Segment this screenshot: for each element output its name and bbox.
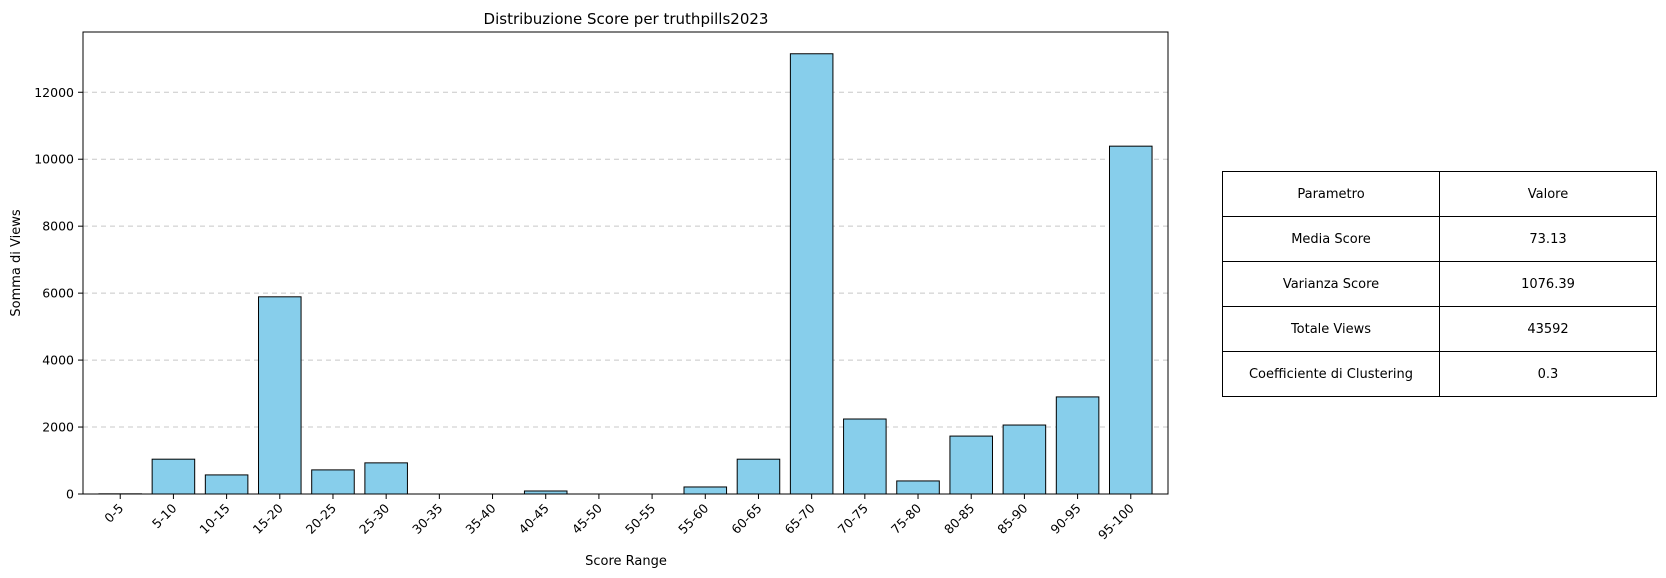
- y-tick-label: 6000: [42, 286, 74, 301]
- y-tick-label: 4000: [42, 353, 74, 368]
- bar: [1002, 424, 1047, 495]
- x-tick-label: 40-45: [516, 501, 552, 537]
- x-tick-label: 70-75: [835, 501, 871, 537]
- table-row: Media Score 73.13: [1222, 216, 1657, 262]
- chart-title: Distribuzione Score per truthpills2023: [484, 10, 769, 28]
- table-cell: 0.3: [1439, 351, 1657, 397]
- x-tick-label: 85-90: [994, 500, 1030, 536]
- bar: [683, 486, 728, 495]
- x-tick-label: 15-20: [250, 500, 286, 536]
- x-tick-label: 90-95: [1047, 501, 1083, 537]
- table-cell: Media Score: [1222, 216, 1440, 262]
- table-cell: 43592: [1439, 306, 1657, 352]
- gridlines: [83, 91, 1168, 428]
- table-cell: 73.13: [1439, 216, 1657, 262]
- bar: [949, 435, 993, 495]
- stats-table: Parametro Valore Media Score 73.13 Varia…: [1222, 171, 1657, 397]
- x-axis-label: Score Range: [585, 554, 667, 569]
- x-tick-label: 0-5: [101, 501, 126, 526]
- bar: [1055, 396, 1100, 495]
- table-cell: 1076.39: [1439, 261, 1657, 307]
- y-axis-label: Somma di Views: [9, 209, 24, 316]
- x-tick-label: 35-40: [462, 500, 498, 536]
- bar: [204, 474, 249, 495]
- x-tick-label: 60-65: [728, 501, 764, 537]
- table-cell: Varianza Score: [1222, 261, 1440, 307]
- table-header-row: Parametro Valore: [1222, 171, 1657, 217]
- bar: [789, 53, 834, 495]
- y-tick-label: 2000: [42, 420, 74, 435]
- bar: [896, 480, 940, 495]
- bars: [98, 53, 1153, 495]
- x-tick-label: 5-10: [149, 500, 180, 531]
- x-tick-label: 95-100: [1095, 500, 1137, 542]
- table-cell: Coefficiente di Clustering: [1222, 351, 1440, 397]
- x-axis: 0-5 5-10 10-15 15-20 20-25 25-30 30-35 35-40 40-…: [101, 494, 1137, 542]
- bar: [843, 418, 887, 495]
- y-tick-label: 10000: [34, 152, 74, 167]
- x-tick-label: 50-55: [622, 501, 658, 537]
- plot-frame: [82, 31, 1169, 495]
- x-tick-label: 45-50: [569, 500, 605, 536]
- x-tick-label: 10-15: [196, 501, 232, 537]
- y-tick-label: 0: [66, 487, 74, 502]
- table-header-cell: Parametro: [1222, 171, 1440, 217]
- x-tick-label: 80-85: [941, 501, 977, 537]
- x-tick-label: 65-70: [781, 500, 817, 536]
- x-tick-label: 30-35: [409, 501, 445, 537]
- x-tick-label: 20-25: [303, 501, 339, 537]
- table-row: Coefficiente di Clustering 0.3: [1222, 351, 1657, 397]
- table-row: Totale Views 43592: [1222, 306, 1657, 352]
- table-cell: Totale Views: [1222, 306, 1440, 352]
- table-header-cell: Valore: [1439, 171, 1657, 217]
- y-tick-label: 12000: [34, 85, 74, 100]
- x-tick-label: 25-30: [356, 500, 392, 536]
- y-tick-label: 8000: [42, 219, 74, 234]
- bar: [311, 469, 355, 495]
- bar: [1108, 145, 1153, 495]
- y-axis: 0 2000 4000 6000 8000 10000 12000: [34, 85, 83, 502]
- x-tick-label: 55-60: [675, 500, 711, 536]
- x-tick-label: 75-80: [888, 500, 924, 536]
- bar: [258, 296, 302, 495]
- bar: [151, 458, 196, 495]
- bar: [736, 458, 781, 495]
- table-row: Varianza Score 1076.39: [1222, 261, 1657, 307]
- bar: [364, 462, 408, 495]
